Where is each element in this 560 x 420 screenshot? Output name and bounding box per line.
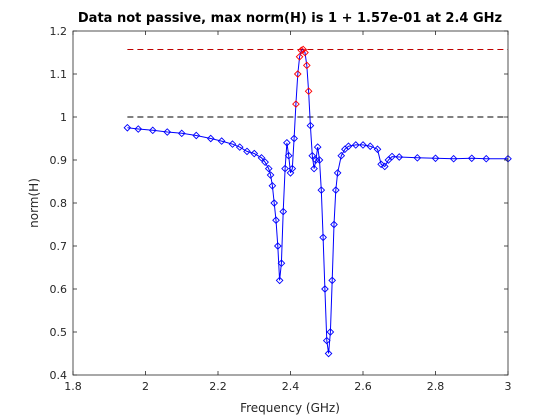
data-marker <box>482 154 491 163</box>
data-marker <box>377 160 385 169</box>
data-marker <box>373 145 382 154</box>
violation-marker <box>297 46 306 55</box>
data-marker <box>330 220 338 229</box>
data-marker <box>359 141 367 149</box>
y-tick-label: 0.9 <box>50 154 68 167</box>
violation-marker <box>293 70 302 78</box>
data-marker <box>322 336 331 345</box>
data-marker <box>431 154 440 163</box>
data-marker <box>235 143 244 151</box>
data-marker <box>266 171 275 179</box>
data-marker <box>228 140 237 148</box>
data-marker <box>315 156 324 164</box>
y-axis-label: norm(H) <box>27 178 41 228</box>
y-tick-label: 0.4 <box>50 369 68 382</box>
data-marker <box>324 349 333 358</box>
y-tick-label: 1 <box>60 111 67 124</box>
x-tick-label: 2.2 <box>209 380 227 393</box>
data-marker <box>312 156 320 164</box>
data-marker <box>192 131 201 140</box>
data-marker <box>148 126 157 135</box>
data-marker <box>163 128 172 136</box>
reference-lines <box>127 48 508 118</box>
data-marker <box>270 199 279 207</box>
plot-area <box>73 31 508 375</box>
data-marker <box>331 186 340 194</box>
violation-marker <box>304 87 313 96</box>
data-marker <box>279 207 288 216</box>
data-marker <box>261 158 269 166</box>
data-marker <box>380 162 389 171</box>
data-marker <box>284 151 293 160</box>
data-marker <box>313 143 322 151</box>
data-marker <box>277 259 286 268</box>
data-marker <box>306 121 315 130</box>
x-axis-ticks: 1.8 2 2.2 2.4 2.6 2.8 3 <box>64 31 512 393</box>
data-marker <box>283 138 291 147</box>
data-marker <box>317 186 326 194</box>
x-tick-label: 2 <box>142 380 149 393</box>
y-axis-ticks: 0.4 0.5 0.6 0.7 0.8 0.9 1 1.1 1.2 <box>50 25 508 382</box>
data-marker <box>217 137 226 145</box>
data-marker <box>467 154 476 163</box>
x-axis-label: Frequency (GHz) <box>240 401 340 415</box>
data-marker <box>351 141 360 149</box>
data-marker <box>250 149 259 158</box>
data-marker <box>308 151 317 160</box>
violation-marker <box>295 52 304 61</box>
violation-marker <box>292 100 300 108</box>
x-tick-label: 1.8 <box>64 380 82 393</box>
data-marker <box>243 147 251 156</box>
data-marker <box>288 164 297 173</box>
data-marker <box>388 152 396 161</box>
y-tick-label: 1.2 <box>50 25 68 38</box>
data-marker <box>177 129 186 138</box>
data-marker <box>333 169 342 177</box>
data-marker <box>290 134 298 143</box>
data-marker <box>326 328 335 336</box>
y-tick-label: 0.6 <box>50 283 68 296</box>
data-marker <box>413 154 422 162</box>
data-marker <box>281 164 289 173</box>
data-marker <box>272 216 280 225</box>
data-marker <box>337 151 346 160</box>
violation-marker <box>302 61 311 70</box>
chart-title: Data not passive, max norm(H) is 1 + 1.5… <box>78 11 502 26</box>
data-marker <box>366 142 375 151</box>
data-marker <box>206 134 215 143</box>
x-tick-label: 2.4 <box>282 380 300 393</box>
data-marker <box>319 233 327 242</box>
data-marker <box>275 276 284 285</box>
data-marker <box>395 153 404 161</box>
data-marker <box>123 123 132 132</box>
violation-marker <box>299 45 308 54</box>
y-tick-label: 0.8 <box>50 197 68 210</box>
data-marker <box>268 181 277 190</box>
data-marker <box>449 154 458 163</box>
marker-group <box>123 45 512 358</box>
y-tick-label: 0.5 <box>50 326 68 339</box>
data-marker <box>344 142 353 151</box>
data-marker <box>273 242 282 250</box>
x-tick-label: 2.8 <box>427 380 445 393</box>
x-tick-label: 2.6 <box>354 380 372 393</box>
data-marker <box>310 164 318 173</box>
violation-marker <box>301 48 309 57</box>
data-marker <box>384 156 393 164</box>
data-marker <box>134 125 143 133</box>
y-tick-label: 1.1 <box>50 68 68 81</box>
y-tick-label: 0.7 <box>50 240 68 253</box>
data-marker <box>328 276 337 285</box>
data-marker <box>321 285 329 293</box>
data-marker <box>257 154 266 162</box>
x-tick-label: 3 <box>505 380 512 393</box>
data-marker <box>264 164 273 173</box>
